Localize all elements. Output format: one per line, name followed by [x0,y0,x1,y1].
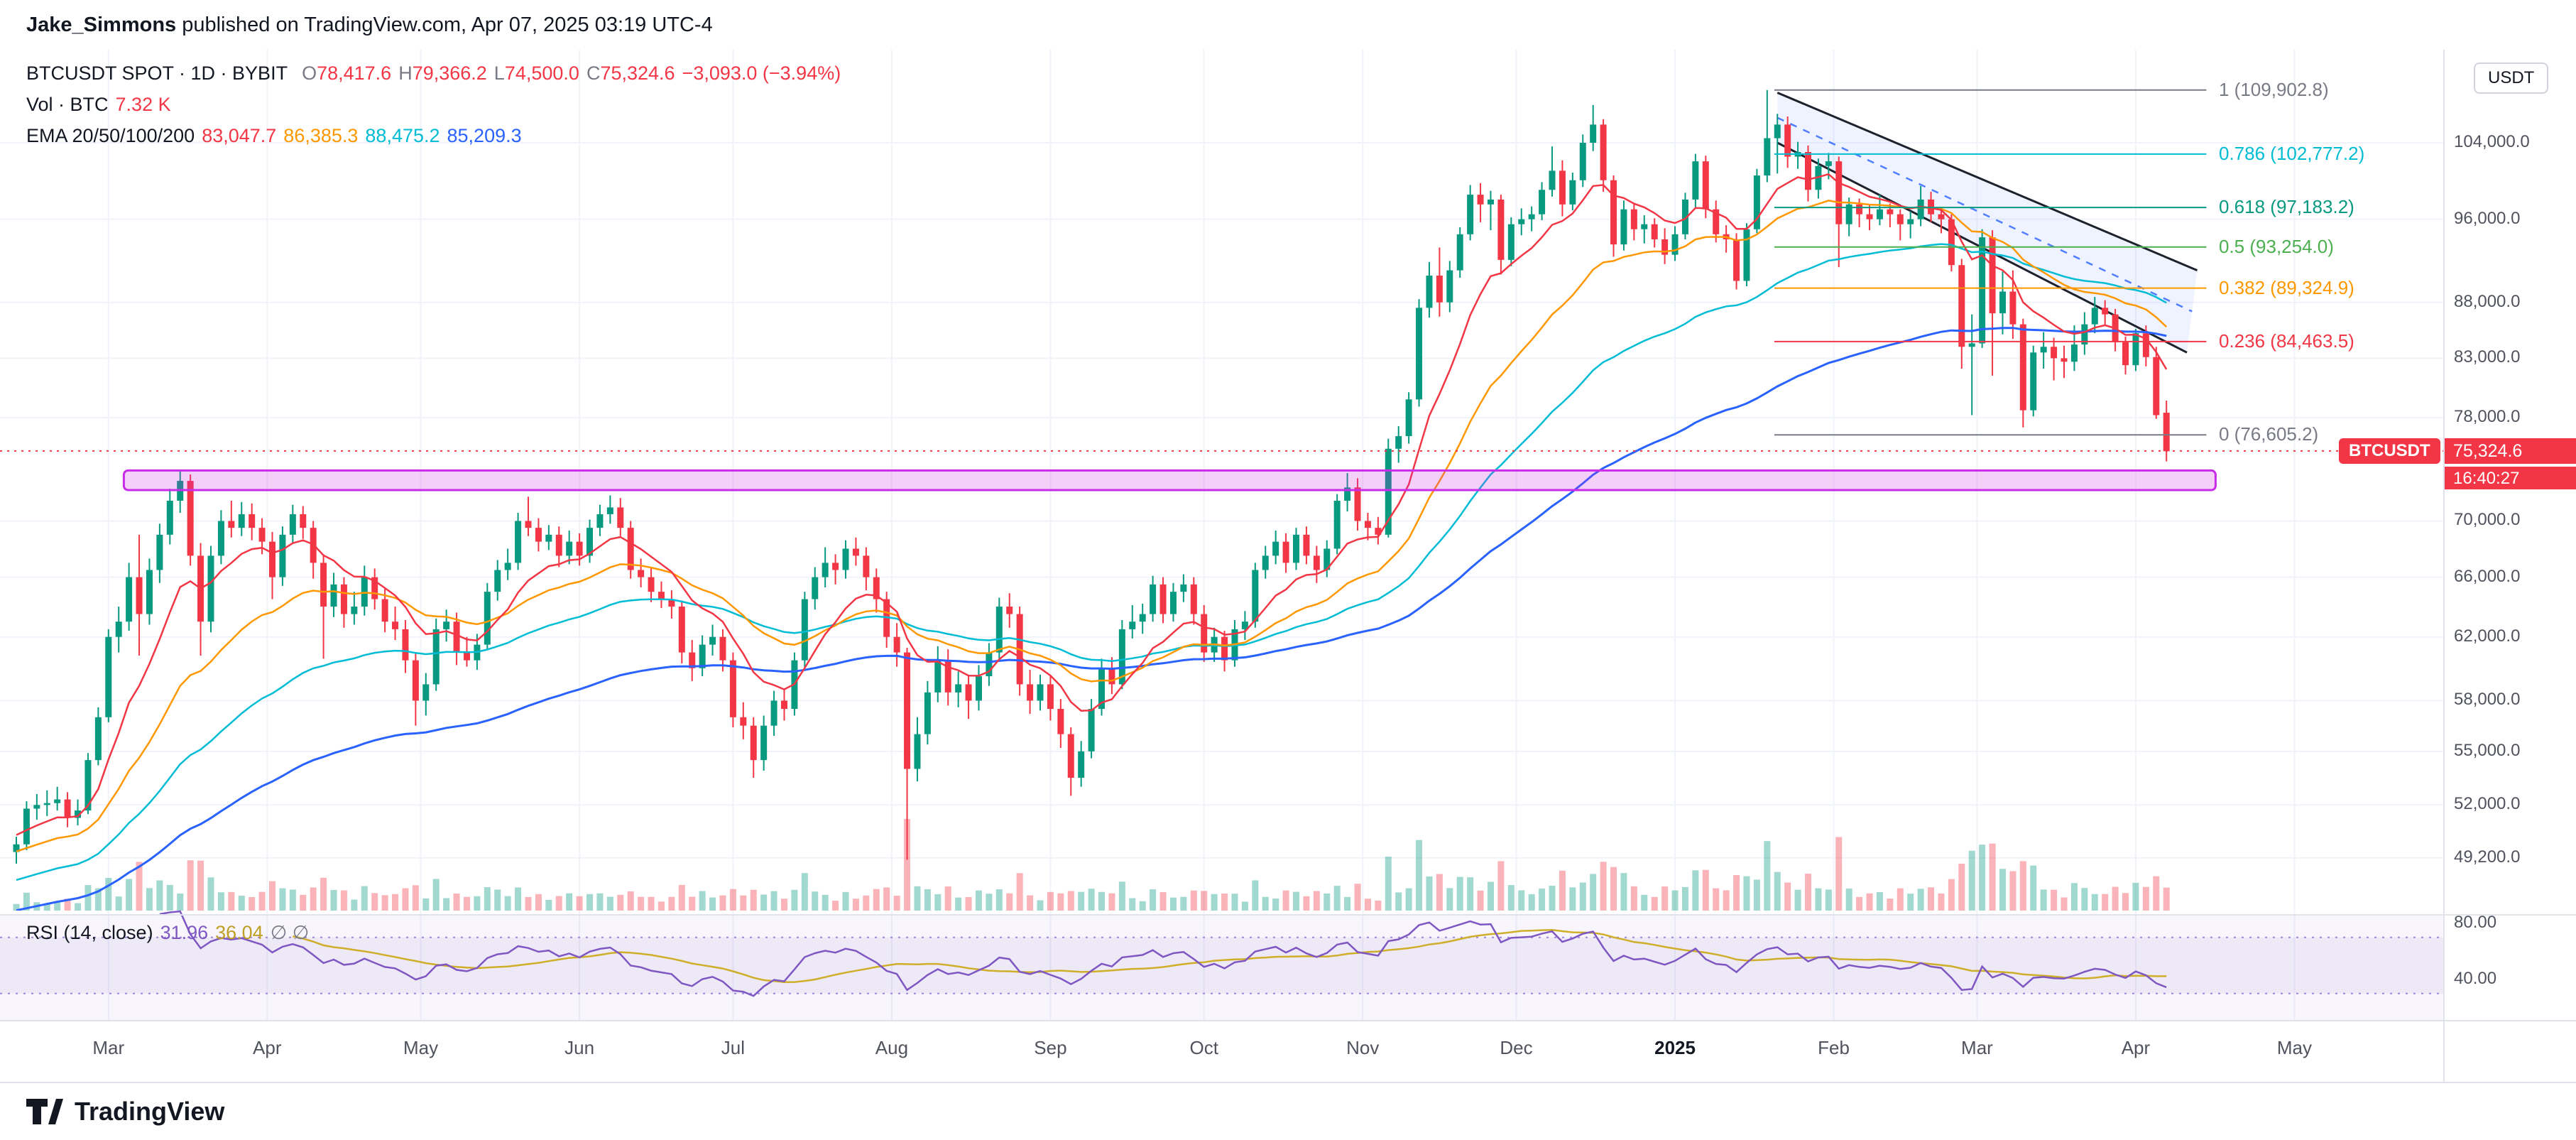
ema-legend[interactable]: EMA 20/50/100/200 83,047.7 86,385.3 88,4… [26,125,522,147]
bar-countdown-badge: 16:40:27 [2445,465,2576,489]
tradingview-wordmark[interactable]: TradingView [75,1097,225,1126]
publish-header: Jake_Simmons published on TradingView.co… [0,0,2576,50]
open-label: O [302,63,317,84]
currency-toggle-button[interactable]: USDT [2474,63,2549,94]
symbol-title[interactable]: BTCUSDT SPOT · 1D · BYBIT [26,63,288,84]
last-price-badge: 75,324.6 [2445,438,2576,464]
ema200-value: 85,209.3 [447,125,522,146]
footer-bar: TradingView [0,1082,2576,1140]
ema-label[interactable]: EMA 20/50/100/200 [26,125,195,146]
rsi-value: 31.96 [160,922,209,943]
open-value: 78,417.6 [317,63,392,84]
ema20-value: 83,047.7 [202,125,277,146]
volume-legend[interactable]: Vol · BTC 7.32 K [26,94,171,116]
close-label: C [586,63,601,84]
ema50-value: 86,385.3 [283,125,359,146]
rsi-ma-value: 36.04 [215,922,263,943]
low-label: L [493,63,505,84]
high-label: H [398,63,413,84]
low-value: 74,500.0 [504,63,579,84]
ema100-value: 88,475.2 [365,125,440,146]
close-value: 75,324.6 [600,63,675,84]
volume-value: 7.32 K [115,94,171,115]
volume-label[interactable]: Vol · BTC [26,94,109,115]
chart-region[interactable]: 1 (109,902.8) 0.786 (102,777.2) 0.618 (97,… [0,50,2576,1082]
author-name: Jake_Simmons [26,13,177,36]
rsi-legend[interactable]: RSI (14, close) 31.96 36.04 ∅ ∅ [26,922,309,944]
change-value: −3,093.0 (−3.94%) [682,63,841,84]
rsi-hidden-values: ∅ ∅ [270,922,310,943]
tradingview-logo-icon[interactable] [26,1096,63,1127]
rsi-label[interactable]: RSI (14, close) [26,922,153,943]
publish-info: published on TradingView.com, Apr 07, 20… [176,13,713,36]
symbol-legend[interactable]: BTCUSDT SPOT · 1D · BYBIT O 78,417.6 H 7… [26,63,841,85]
symbol-price-badge: BTCUSDT [2339,438,2440,464]
high-value: 79,366.2 [412,63,487,84]
